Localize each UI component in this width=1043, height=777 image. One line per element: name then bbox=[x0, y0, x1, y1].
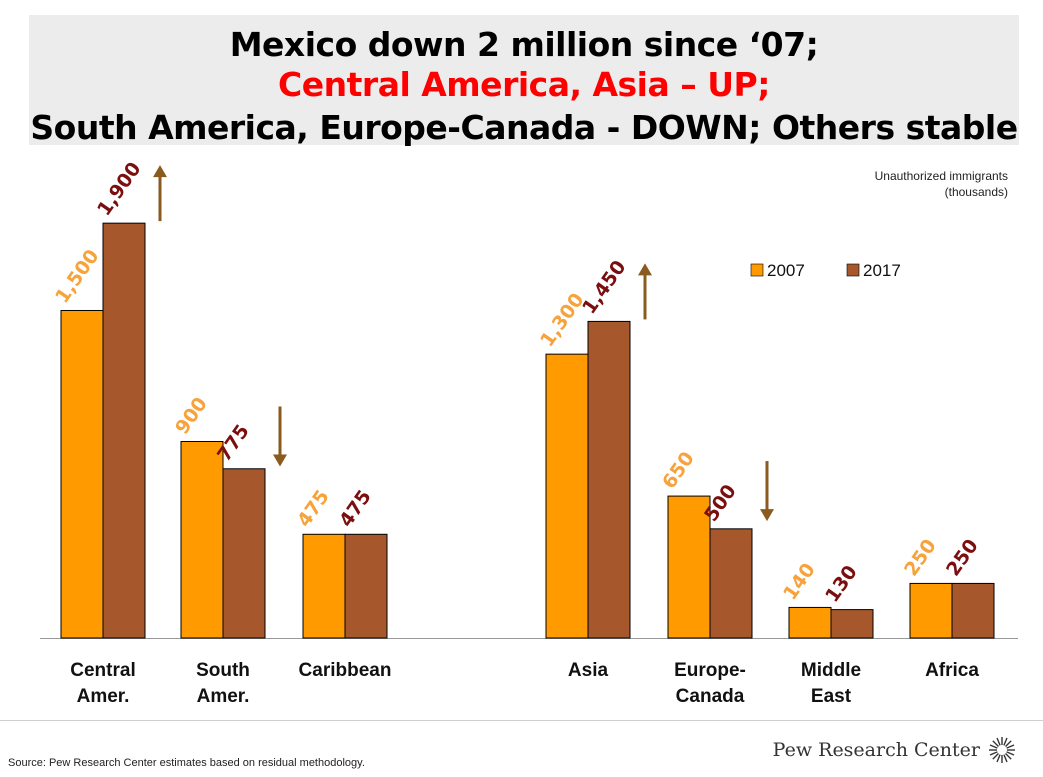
unit-note-line2: (thousands) bbox=[944, 185, 1008, 199]
category-label-6: Africa bbox=[925, 660, 979, 681]
bar-2007-5 bbox=[788, 606, 832, 639]
bar-2007-1 bbox=[180, 440, 224, 639]
data-label-2007-4: 650 bbox=[658, 448, 699, 493]
unit-note-line1: Unauthorized immigrants bbox=[874, 169, 1008, 183]
bar-2017-1 bbox=[222, 468, 266, 639]
bar-2017-4 bbox=[709, 528, 753, 639]
trend-arrowhead-1 bbox=[273, 454, 287, 467]
legend-swatch-2017 bbox=[846, 263, 860, 277]
trend-arrowhead-3 bbox=[638, 263, 652, 276]
category-label-line2-4: Canada bbox=[676, 686, 745, 707]
category-label-line2-1: Amer. bbox=[197, 686, 250, 707]
title-box: Mexico down 2 million since ‘07; Central… bbox=[29, 15, 1019, 147]
source-note: Source: Pew Research Center estimates ba… bbox=[8, 757, 365, 769]
unit-note: Unauthorized immigrants (thousands) bbox=[875, 168, 1008, 200]
trend-arrowhead-4 bbox=[760, 509, 774, 522]
sunburst-icon bbox=[989, 737, 1015, 763]
data-label-2017-6: 250 bbox=[942, 535, 983, 580]
bar-2017-3 bbox=[587, 320, 631, 639]
legend-swatch-2007 bbox=[750, 263, 764, 277]
brand-logo: Pew Research Center bbox=[773, 736, 1016, 764]
bar-2007-6 bbox=[909, 582, 953, 639]
data-label-2007-2: 475 bbox=[293, 486, 334, 531]
category-label-4: Europe- bbox=[674, 660, 746, 681]
category-label-3: Asia bbox=[568, 660, 609, 681]
title-line-2: Central America, Asia – UP; bbox=[278, 65, 770, 104]
title-line-1: Mexico down 2 million since ‘07; bbox=[229, 25, 819, 64]
title-line-3: South America, Europe-Canada - DOWN; Oth… bbox=[30, 108, 1018, 147]
legend-label-2017: 2017 bbox=[863, 261, 901, 280]
bar-2007-3 bbox=[545, 353, 589, 639]
category-label-line2-0: Amer. bbox=[77, 686, 130, 707]
data-label-2007-3: 1,300 bbox=[536, 289, 588, 351]
category-label-2: Caribbean bbox=[299, 660, 392, 681]
data-label-2007-0: 1,500 bbox=[51, 245, 103, 307]
footer-divider bbox=[0, 720, 1043, 721]
data-label-2007-6: 250 bbox=[900, 535, 941, 580]
bar-2017-5 bbox=[830, 609, 874, 639]
brand-name: Pew Research Center bbox=[772, 739, 980, 761]
bar-chart: 1,5001,900CentralAmer.900775SouthAmer.47… bbox=[40, 158, 1018, 707]
data-label-2017-0: 1,900 bbox=[93, 158, 145, 220]
bar-2007-2 bbox=[302, 533, 346, 639]
data-label-2007-1: 900 bbox=[171, 393, 212, 438]
category-label-5: Middle bbox=[801, 660, 861, 681]
bar-2007-4 bbox=[667, 495, 711, 639]
data-label-2017-3: 1,450 bbox=[578, 256, 630, 318]
data-label-2007-5: 140 bbox=[779, 559, 820, 604]
bar-2017-6 bbox=[951, 582, 995, 639]
category-label-1: South bbox=[196, 660, 250, 681]
category-label-line2-5: East bbox=[811, 686, 852, 707]
legend-label-2007: 2007 bbox=[767, 261, 805, 280]
trend-arrowhead-0 bbox=[153, 165, 167, 178]
data-label-2017-5: 130 bbox=[821, 561, 862, 606]
bar-2017-0 bbox=[102, 222, 146, 639]
bar-2017-2 bbox=[344, 533, 388, 639]
category-label-0: Central bbox=[70, 660, 135, 681]
data-label-2017-2: 475 bbox=[335, 486, 376, 531]
bar-2007-0 bbox=[60, 309, 104, 639]
